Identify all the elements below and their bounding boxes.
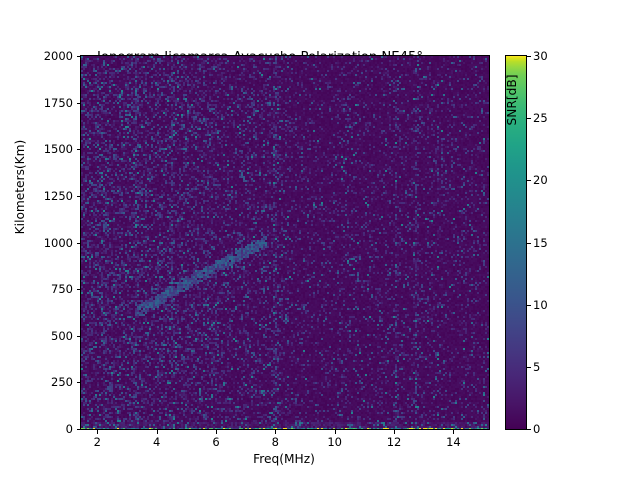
colorbar-label: SNR[dB] bbox=[505, 74, 519, 126]
y-tick-mark-1250 bbox=[76, 195, 80, 197]
y-tick-label-0: 0 bbox=[65, 422, 73, 436]
y-tick-mark-1500 bbox=[76, 149, 80, 151]
colorbar-tick-label-15: 15 bbox=[533, 235, 548, 250]
y-tick-label-1500: 1500 bbox=[43, 142, 73, 157]
ionogram-heatmap bbox=[81, 56, 489, 429]
y-tick-mark-250 bbox=[76, 382, 80, 384]
y-tick-label-750: 750 bbox=[51, 282, 73, 297]
x-tick-mark-12 bbox=[394, 430, 396, 434]
y-tick-mark-2000 bbox=[76, 56, 80, 57]
colorbar-tick-mark-0 bbox=[527, 429, 531, 430]
colorbar-tick-mark-10 bbox=[527, 304, 531, 306]
x-tick-label-14: 14 bbox=[446, 435, 461, 449]
colorbar-tick-mark-30 bbox=[527, 56, 531, 57]
x-tick-mark-4 bbox=[156, 430, 158, 434]
x-tick-label-12: 12 bbox=[386, 435, 402, 449]
colorbar-tick-label-5: 5 bbox=[533, 359, 541, 374]
colorbar-tick-mark-5 bbox=[527, 366, 531, 368]
x-tick-mark-14 bbox=[453, 430, 455, 434]
snr-colorbar bbox=[505, 55, 527, 430]
y-tick-label-1250: 1250 bbox=[43, 188, 73, 203]
y-tick-label-250: 250 bbox=[51, 375, 73, 390]
y-tick-mark-750 bbox=[76, 289, 80, 291]
x-tick-mark-10 bbox=[334, 430, 336, 434]
colorbar-tick-mark-25 bbox=[527, 118, 531, 120]
x-tick-label-4: 4 bbox=[152, 435, 161, 449]
y-tick-mark-1750 bbox=[76, 102, 80, 104]
y-tick-label-2000: 2000 bbox=[43, 49, 73, 63]
colorbar-tick-mark-15 bbox=[527, 242, 531, 244]
x-tick-mark-8 bbox=[275, 430, 277, 434]
colorbar-tick-label-30: 30 bbox=[533, 49, 548, 63]
y-tick-mark-1000 bbox=[76, 242, 80, 244]
colorbar-tick-label-25: 25 bbox=[533, 111, 548, 126]
y-tick-label-1000: 1000 bbox=[43, 235, 73, 250]
colorbar-tick-mark-20 bbox=[527, 180, 531, 182]
y-tick-mark-0 bbox=[76, 429, 80, 430]
x-axis-label: Freq(MHz) bbox=[253, 452, 315, 466]
x-tick-label-8: 8 bbox=[271, 435, 280, 449]
x-tick-label-2: 2 bbox=[93, 435, 101, 449]
x-tick-mark-2 bbox=[97, 430, 99, 434]
colorbar-tick-label-0: 0 bbox=[533, 422, 541, 436]
y-tick-label-500: 500 bbox=[51, 328, 73, 343]
colorbar-tick-label-20: 20 bbox=[533, 173, 548, 188]
x-tick-label-10: 10 bbox=[327, 435, 343, 449]
heatmap-plot-area bbox=[80, 55, 490, 430]
colorbar-tick-label-10: 10 bbox=[533, 297, 548, 312]
y-axis-label: Kilometers(Km) bbox=[13, 139, 27, 235]
y-tick-mark-500 bbox=[76, 335, 80, 337]
x-tick-mark-6 bbox=[216, 430, 217, 434]
y-tick-label-1750: 1750 bbox=[43, 95, 73, 110]
x-tick-label-6: 6 bbox=[212, 435, 220, 449]
